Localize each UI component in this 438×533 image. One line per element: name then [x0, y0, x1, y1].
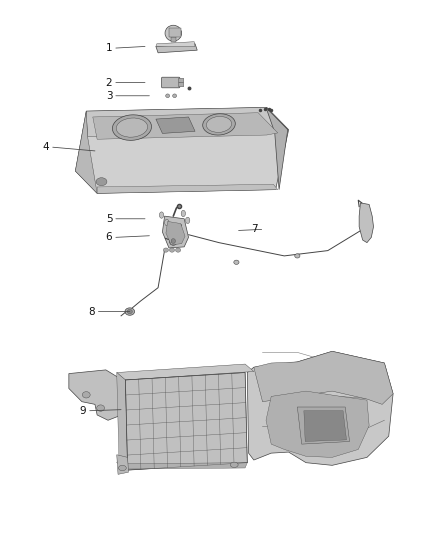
- Ellipse shape: [171, 239, 176, 244]
- Ellipse shape: [165, 219, 169, 225]
- Polygon shape: [69, 370, 127, 420]
- Polygon shape: [266, 108, 288, 190]
- Ellipse shape: [118, 465, 126, 471]
- Polygon shape: [247, 351, 393, 465]
- Ellipse shape: [170, 248, 175, 252]
- Polygon shape: [171, 37, 176, 42]
- Ellipse shape: [176, 248, 181, 252]
- FancyBboxPatch shape: [179, 83, 184, 87]
- Text: 6: 6: [106, 232, 113, 243]
- Polygon shape: [93, 113, 278, 139]
- Polygon shape: [117, 455, 128, 474]
- Ellipse shape: [159, 212, 164, 218]
- Ellipse shape: [203, 114, 235, 135]
- Text: 3: 3: [106, 91, 113, 101]
- Polygon shape: [75, 111, 97, 193]
- Polygon shape: [169, 28, 181, 37]
- FancyBboxPatch shape: [179, 78, 184, 83]
- Polygon shape: [117, 373, 127, 464]
- Polygon shape: [359, 203, 374, 243]
- Ellipse shape: [173, 94, 177, 98]
- Ellipse shape: [206, 116, 232, 132]
- Ellipse shape: [82, 392, 90, 398]
- Polygon shape: [156, 117, 195, 133]
- Polygon shape: [125, 373, 247, 470]
- Text: 7: 7: [251, 224, 258, 235]
- Polygon shape: [266, 391, 369, 457]
- Text: 5: 5: [106, 214, 113, 224]
- Ellipse shape: [125, 308, 134, 316]
- Polygon shape: [75, 108, 289, 193]
- Text: 9: 9: [80, 406, 86, 416]
- Polygon shape: [117, 364, 254, 380]
- Ellipse shape: [234, 260, 239, 264]
- Ellipse shape: [166, 94, 170, 98]
- Ellipse shape: [230, 462, 238, 467]
- Polygon shape: [254, 351, 393, 405]
- Ellipse shape: [127, 310, 132, 314]
- Ellipse shape: [181, 211, 185, 216]
- Polygon shape: [156, 42, 195, 46]
- Ellipse shape: [97, 405, 105, 411]
- FancyBboxPatch shape: [162, 77, 180, 88]
- Polygon shape: [166, 221, 185, 245]
- Text: 4: 4: [42, 142, 49, 152]
- Ellipse shape: [163, 248, 169, 252]
- Text: 8: 8: [88, 306, 95, 317]
- Ellipse shape: [117, 118, 148, 137]
- Polygon shape: [304, 411, 346, 441]
- Ellipse shape: [295, 254, 300, 258]
- Ellipse shape: [165, 25, 182, 41]
- Ellipse shape: [185, 217, 190, 223]
- Polygon shape: [97, 184, 278, 193]
- Polygon shape: [117, 457, 247, 469]
- Polygon shape: [162, 216, 188, 248]
- Ellipse shape: [96, 177, 107, 185]
- Polygon shape: [297, 407, 350, 444]
- Text: 2: 2: [106, 77, 113, 87]
- Ellipse shape: [170, 237, 177, 245]
- Polygon shape: [86, 108, 288, 136]
- Ellipse shape: [113, 115, 152, 140]
- Polygon shape: [156, 44, 197, 53]
- Text: 1: 1: [106, 43, 113, 53]
